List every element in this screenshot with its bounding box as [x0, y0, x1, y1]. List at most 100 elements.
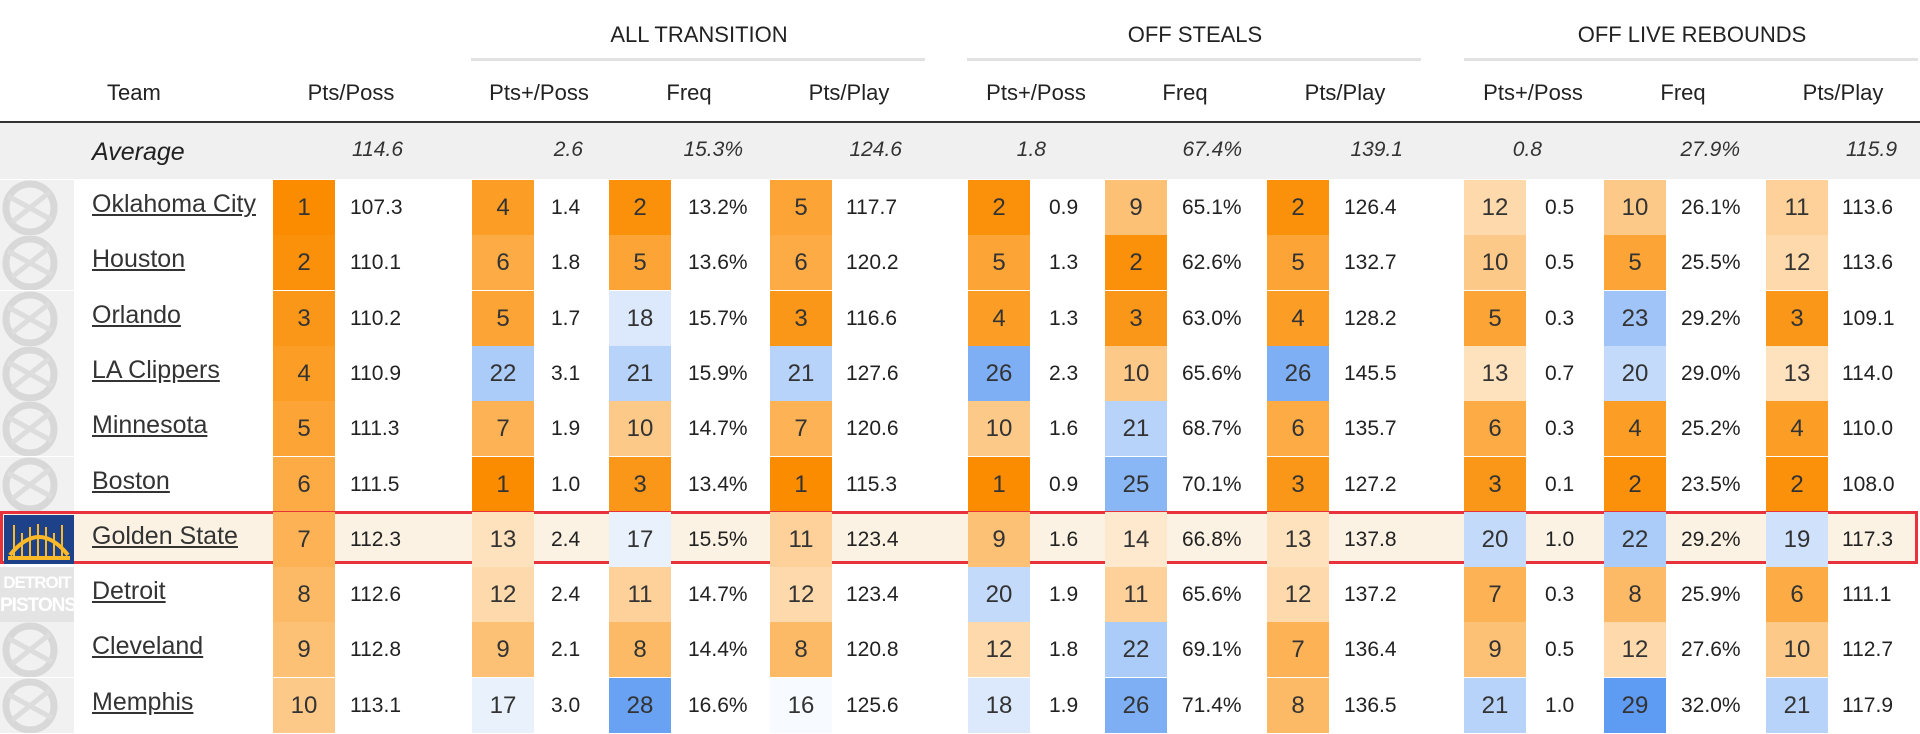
stat-value: 113.6	[1842, 251, 1893, 274]
rank-cell: 3	[1766, 291, 1828, 346]
stat-value: 3.0	[551, 694, 581, 717]
rank-cell: 4	[472, 180, 534, 235]
column-header[interactable]: Freq	[666, 80, 712, 105]
rank-cell: 1	[472, 457, 534, 512]
group-header: ALL TRANSITION	[610, 22, 788, 47]
rank-cell: 5	[770, 180, 832, 235]
rank-cell: 9	[1105, 180, 1167, 235]
stat-value: 2.3	[1049, 362, 1079, 385]
stat-value: 128.2	[1344, 307, 1397, 330]
rank-cell: 10	[1604, 180, 1666, 235]
stat-value: 0.3	[1545, 583, 1575, 606]
column-header[interactable]: Pts/Play	[1802, 80, 1884, 105]
stat-value: 29.0%	[1681, 362, 1741, 385]
stat-value: 14.7%	[688, 583, 748, 606]
group-header-rule	[967, 58, 1421, 61]
logo-text: PISTONS	[0, 595, 74, 616]
rank-cell: 10	[968, 401, 1030, 456]
column-header[interactable]: Freq	[1162, 80, 1208, 105]
rank-cell: 23	[1604, 291, 1666, 346]
team-column-header[interactable]: Team	[107, 80, 161, 105]
rank-cell: 2	[1766, 457, 1828, 512]
stat-value: 123.4	[846, 583, 899, 606]
rank-cell: 7	[1464, 567, 1526, 622]
rank-cell: 28	[609, 678, 671, 733]
team-link[interactable]: Oklahoma City	[92, 190, 256, 218]
team-link[interactable]: Houston	[92, 245, 186, 273]
rank-cell: 8	[1267, 678, 1329, 733]
rank-cell: 21	[1766, 678, 1828, 733]
stat-value: 27.6%	[1681, 638, 1741, 661]
column-header[interactable]: Pts/Poss	[307, 80, 395, 105]
column-header[interactable]: Pts/Play	[808, 80, 890, 105]
team-link[interactable]: Boston	[92, 467, 170, 495]
rank-cell: 11	[770, 512, 832, 567]
rank-cell: 7	[273, 512, 335, 567]
team-link[interactable]: Minnesota	[92, 411, 208, 439]
rank-cell: 1	[770, 457, 832, 512]
rank-cell: 22	[1105, 622, 1167, 677]
team-link[interactable]: Memphis	[92, 688, 194, 716]
stat-value: 116.6	[846, 307, 897, 330]
stat-value: 15.9%	[688, 362, 748, 385]
rank-cell: 3	[1105, 291, 1167, 346]
column-header[interactable]: Pts+/Poss	[986, 80, 1086, 105]
stat-value: 132.7	[1344, 251, 1397, 274]
rank-cell: 17	[472, 678, 534, 733]
rank-cell: 16	[770, 678, 832, 733]
stat-value: 112.3	[350, 528, 401, 551]
stat-value: 62.6%	[1182, 251, 1242, 274]
logo-text: DETROIT	[3, 573, 72, 592]
stat-value: 26.1%	[1681, 196, 1741, 219]
rank-cell: 9	[968, 512, 1030, 567]
stat-value: 15.5%	[688, 528, 748, 551]
stat-value: 120.6	[846, 417, 899, 440]
stat-value: 1.9	[1049, 694, 1079, 717]
column-header[interactable]: Freq	[1660, 80, 1706, 105]
rank-cell: 4	[273, 346, 335, 401]
rank-cell: 6	[472, 235, 534, 290]
stat-value: 0.5	[1545, 638, 1575, 661]
rank-cell: 7	[472, 401, 534, 456]
rank-cell: 6	[1766, 567, 1828, 622]
stat-value: 0.3	[1545, 417, 1575, 440]
stat-value: 1.7	[551, 307, 581, 330]
stat-value: 1.6	[1049, 528, 1079, 551]
stat-value: 113.1	[350, 694, 401, 717]
average-label: Average	[92, 138, 185, 166]
team-link[interactable]: Golden State	[92, 522, 238, 550]
rank-cell: 4	[1604, 401, 1666, 456]
rank-cell: 12	[472, 567, 534, 622]
team-link[interactable]: Cleveland	[92, 632, 204, 660]
team-link[interactable]: LA Clippers	[92, 356, 220, 384]
stat-value: 126.4	[1344, 196, 1397, 219]
rank-cell: 7	[770, 401, 832, 456]
stat-value: 145.5	[1344, 362, 1397, 385]
stat-value: 112.6	[350, 583, 401, 606]
stat-value: 0.9	[1049, 196, 1079, 219]
rank-cell: 8	[770, 622, 832, 677]
stat-value: 65.6%	[1182, 362, 1242, 385]
column-header[interactable]: Pts+/Poss	[1483, 80, 1583, 105]
rank-cell: 5	[609, 235, 671, 290]
rank-cell: 3	[1464, 457, 1526, 512]
stat-value: 120.8	[846, 638, 899, 661]
timberwolves-logo-icon	[0, 401, 74, 456]
rank-cell: 3	[609, 457, 671, 512]
stat-value: 0.7	[1545, 362, 1575, 385]
column-header[interactable]: Pts/Play	[1304, 80, 1386, 105]
stat-value: 123.4	[846, 528, 899, 551]
team-link[interactable]: Detroit	[92, 577, 166, 605]
stat-value: 0.1	[1545, 473, 1575, 496]
rank-cell: 2	[1267, 180, 1329, 235]
rank-cell: 21	[770, 346, 832, 401]
stat-value: 2.4	[551, 528, 581, 551]
team-link[interactable]: Orlando	[92, 301, 181, 329]
rank-cell: 20	[1464, 512, 1526, 567]
stat-value: 69.1%	[1182, 638, 1242, 661]
rank-cell: 2	[1105, 235, 1167, 290]
column-header[interactable]: Pts+/Poss	[489, 80, 589, 105]
rank-cell: 1	[273, 180, 335, 235]
rank-cell: 5	[968, 235, 1030, 290]
stat-value: 13.4%	[688, 473, 748, 496]
